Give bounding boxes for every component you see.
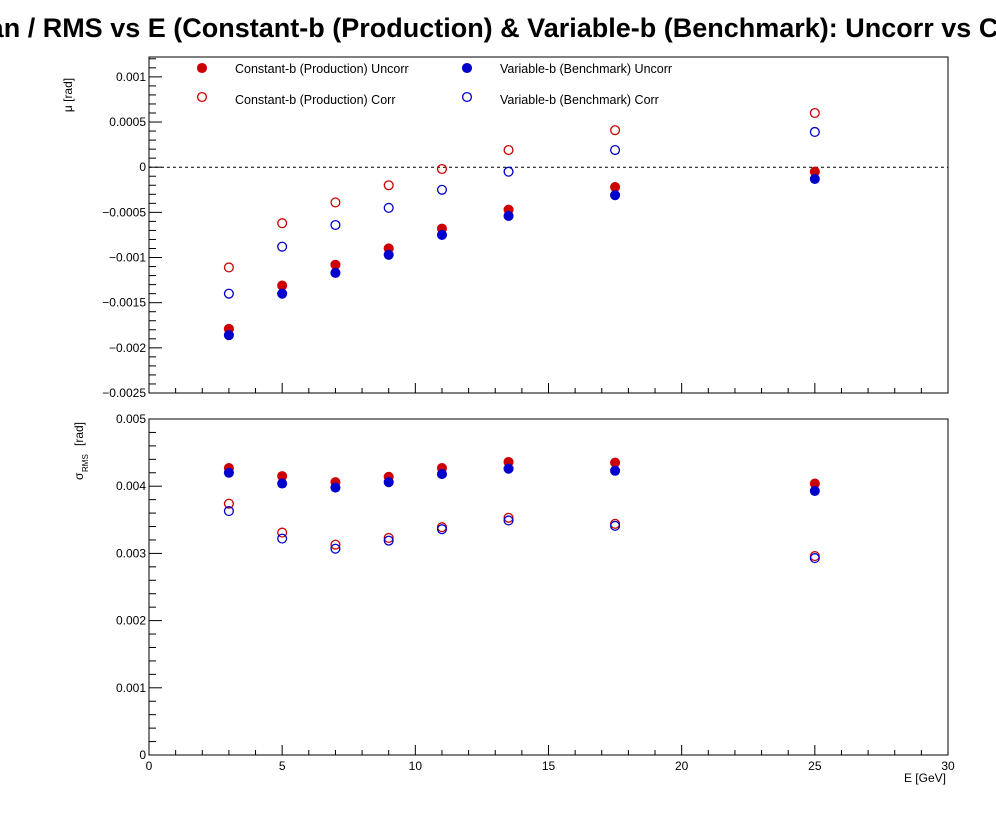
- y-tick-label: −0.0025: [102, 386, 146, 400]
- data-point-benchmark-filled: [436, 469, 448, 480]
- x-tick-label: 5: [279, 759, 286, 773]
- y-tick-label: 0.004: [116, 479, 146, 493]
- data-point-benchmark-filled: [809, 173, 820, 184]
- data-point-production-open: [436, 522, 448, 533]
- y-tick-label: 0.001: [116, 70, 146, 84]
- data-point-benchmark-filled: [277, 288, 288, 299]
- data-point-benchmark-filled: [330, 267, 341, 278]
- data-point-benchmark-filled: [436, 229, 448, 240]
- data-point-benchmark-open: [503, 166, 514, 177]
- data-point-benchmark-filled: [383, 249, 394, 260]
- x-tick-label: 10: [409, 759, 423, 773]
- data-point-production-open: [610, 518, 621, 529]
- data-point-benchmark-filled: [383, 477, 394, 488]
- rms-panel-x-axis: 0 5 10 15 20 25 30: [146, 745, 955, 773]
- data-point-benchmark-open: [383, 535, 394, 546]
- rms-panel-y-axis: 0.005 0.004 0.003 0.002 0.001 0: [116, 412, 162, 762]
- data-point-benchmark-filled: [610, 190, 621, 201]
- y-tick-label: −0.001: [109, 251, 146, 265]
- rms-y-label-subscript: RMS: [81, 454, 90, 472]
- legend: Constant-b (Production) Uncorr Variable-…: [196, 62, 672, 107]
- y-tick-label: 0: [139, 748, 146, 762]
- data-point-benchmark-open: [277, 533, 288, 544]
- data-point-production-open: [503, 144, 514, 156]
- data-point-benchmark-open: [436, 524, 448, 535]
- legend-marker-production-uncorr: [196, 62, 208, 74]
- data-point-benchmark-filled: [330, 482, 341, 493]
- data-point-production-open: [277, 218, 288, 229]
- chart-title: Mean / RMS vs E (Constant-b (Production)…: [0, 13, 996, 43]
- data-point-production-open: [277, 527, 288, 538]
- data-point-production-open: [330, 539, 341, 550]
- rms-panel-frame: [148, 418, 949, 756]
- y-tick-label: 0.0005: [109, 115, 146, 129]
- data-point-production-open: [383, 180, 394, 191]
- data-point-production-open: [383, 532, 394, 543]
- data-point-benchmark-open: [383, 202, 394, 213]
- data-point-production-open: [503, 512, 514, 523]
- x-tick-label: 20: [675, 759, 689, 773]
- data-point-production-open: [809, 551, 820, 562]
- data-point-production-open: [330, 197, 341, 208]
- mean-panel-frame: [148, 56, 949, 394]
- data-point-benchmark-open: [330, 219, 341, 231]
- data-point-production-open: [809, 107, 820, 119]
- x-tick-label: 25: [808, 759, 822, 773]
- x-axis-label: E [GeV]: [904, 771, 946, 785]
- y-tick-label: 0.002: [116, 614, 146, 628]
- data-point-benchmark-open: [809, 553, 820, 564]
- data-point-benchmark-open: [610, 520, 621, 531]
- y-tick-label: −0.002: [109, 341, 146, 355]
- rms-y-label-symbol: σ: [72, 472, 86, 480]
- rms-panel-points: [223, 456, 820, 564]
- y-tick-label: 0: [139, 160, 146, 174]
- rms-y-label-unit: [rad]: [72, 422, 86, 446]
- y-tick-label: −0.0015: [102, 296, 146, 310]
- data-point-production-open: [223, 498, 234, 509]
- x-tick-label: 0: [146, 759, 153, 773]
- data-point-benchmark-open: [436, 184, 448, 195]
- rms-y-axis-label: σ RMS [rad]: [72, 422, 90, 480]
- legend-marker-production-corr: [196, 91, 208, 103]
- data-point-benchmark-open: [223, 288, 234, 299]
- y-tick-label: 0.001: [116, 681, 146, 695]
- legend-label-production-corr: Constant-b (Production) Corr: [235, 93, 395, 107]
- data-point-production-open: [223, 262, 234, 273]
- data-point-production-open: [436, 163, 448, 175]
- x-tick-label: 15: [542, 759, 556, 773]
- data-point-benchmark-filled: [503, 210, 514, 222]
- legend-marker-benchmark-uncorr: [461, 62, 473, 74]
- data-point-benchmark-filled: [809, 485, 820, 496]
- y-tick-label: 0.005: [116, 412, 146, 426]
- data-point-benchmark-open: [503, 515, 514, 526]
- data-point-production-open: [610, 125, 621, 136]
- data-point-benchmark-open: [223, 506, 234, 517]
- mean-panel-points: [223, 107, 820, 341]
- legend-label-benchmark-uncorr: Variable-b (Benchmark) Uncorr: [500, 62, 672, 76]
- data-point-benchmark-open: [277, 241, 288, 252]
- legend-label-benchmark-corr: Variable-b (Benchmark) Corr: [500, 93, 659, 107]
- data-point-benchmark-filled: [223, 467, 234, 478]
- legend-marker-benchmark-corr: [461, 91, 473, 103]
- mean-panel-y-axis: 0.001 0.0005 0 −0.0005 −0.001 −0.0015 −0.002 −0…: [102, 58, 162, 400]
- data-point-benchmark-filled: [277, 478, 288, 489]
- data-point-benchmark-filled: [503, 463, 514, 474]
- x-tick-label: 30: [941, 759, 955, 773]
- data-point-benchmark-filled: [610, 465, 621, 476]
- legend-label-production-uncorr: Constant-b (Production) Uncorr: [235, 62, 409, 76]
- mean-y-axis-label: μ [rad]: [61, 78, 75, 112]
- data-point-benchmark-open: [610, 144, 621, 156]
- data-point-benchmark-open: [330, 543, 341, 554]
- mean-panel-x-ticks: [148, 383, 949, 393]
- data-point-benchmark-filled: [223, 330, 234, 341]
- y-tick-label: 0.003: [116, 546, 146, 560]
- y-tick-label: −0.0005: [102, 205, 146, 219]
- data-point-benchmark-open: [809, 126, 820, 138]
